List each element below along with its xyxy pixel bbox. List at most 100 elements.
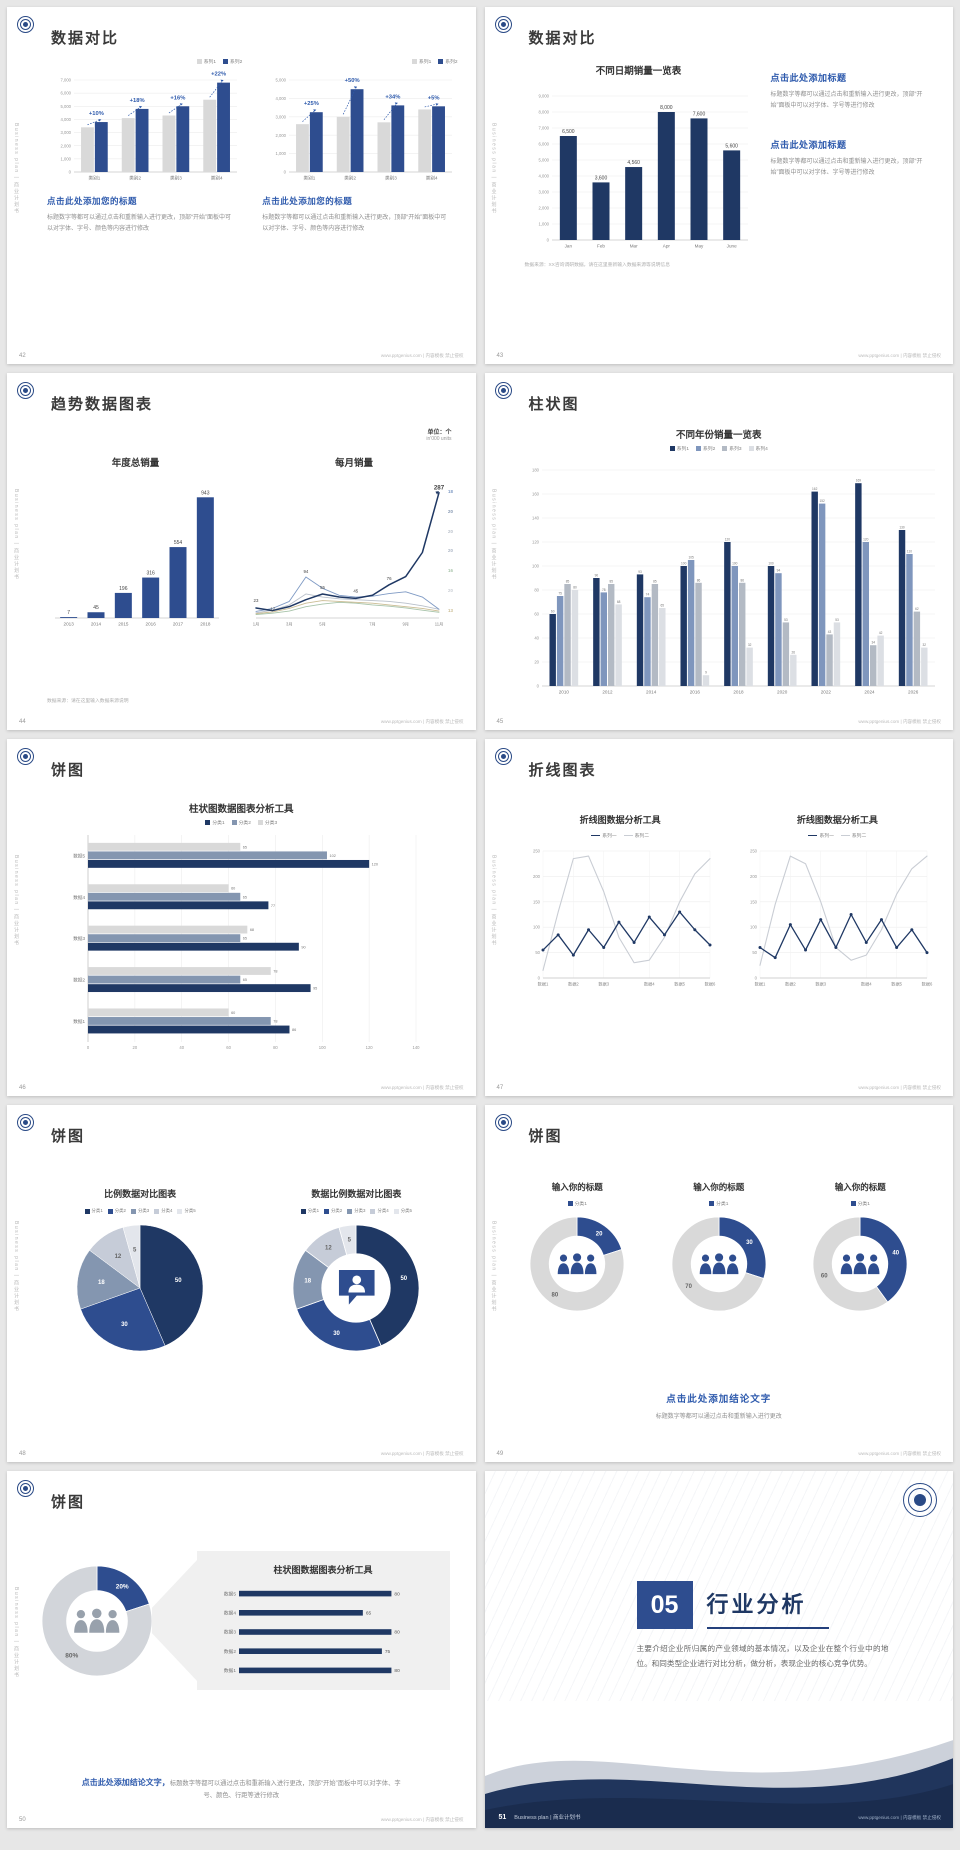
svg-text:+18%: +18% xyxy=(130,98,145,104)
sidebar-vertical-text: Business plan | 商业计划书 xyxy=(490,123,497,215)
svg-text:数据4: 数据4 xyxy=(73,894,85,901)
legend-item: 分类4 xyxy=(370,1208,389,1214)
legend-item: 分类1 xyxy=(850,1200,870,1207)
svg-text:150: 150 xyxy=(750,899,758,904)
svg-text:32: 32 xyxy=(747,643,751,647)
slide-46: Business plan | 商业计划书 饼图 柱状图数据图表分析工具 分类1… xyxy=(7,739,476,1096)
legend-item: 系列1 xyxy=(196,58,216,65)
svg-text:数据1: 数据1 xyxy=(537,981,548,988)
svg-text:Mar: Mar xyxy=(629,244,637,249)
svg-text:65: 65 xyxy=(243,937,247,941)
legend-item: 系列2 xyxy=(695,445,715,452)
section-content: 05 行业分析 主要介绍企业所归属的产业领域的基本情况，以及企业在整个行业中的地… xyxy=(636,1581,889,1672)
conclusion-body: 标题数字等都可以通过点击和重新输入进行更改，顶部“开始”面板中可以对字体、字号、… xyxy=(169,1779,401,1800)
svg-text:70: 70 xyxy=(685,1284,692,1290)
legend-item: 分类3 xyxy=(347,1208,365,1214)
svg-text:18: 18 xyxy=(305,1279,312,1285)
svg-text:4,000: 4,000 xyxy=(61,117,72,122)
slide-footer: 44 www.pptgenius.com | 内容模板 禁止侵权 xyxy=(19,719,464,725)
svg-text:80: 80 xyxy=(534,588,539,593)
line-chart-block: 折线图数据分析工具 系列一 系列二 0 50 100 150 200 250 数据1 数据2 数据… xyxy=(523,813,718,989)
slide-footer: 48 www.pptgenius.com | 内容模板 禁止侵权 xyxy=(19,1451,464,1457)
svg-text:数据1: 数据1 xyxy=(73,1018,85,1025)
unit-note: 单位：个 in'000 units xyxy=(426,427,451,442)
svg-text:5,000: 5,000 xyxy=(538,158,549,163)
pie-block: 比例数据对比图表 分类1 分类2 分类3 分类4 分类5 50 30 18 12 5 xyxy=(41,1187,239,1352)
watermark-text: www.pptgenius.com | 内容模板 禁止侵权 xyxy=(858,1451,941,1456)
svg-text:数据5: 数据5 xyxy=(891,981,902,988)
svg-text:May: May xyxy=(694,244,703,249)
svg-text:65: 65 xyxy=(365,1611,371,1617)
svg-text:100: 100 xyxy=(533,925,541,930)
slide-title: 饼图 xyxy=(528,1128,563,1145)
legend-item: 分类5 xyxy=(177,1208,196,1214)
svg-text:1,000: 1,000 xyxy=(61,156,72,161)
svg-text:68: 68 xyxy=(616,600,620,604)
svg-text:数据1: 数据1 xyxy=(754,981,765,988)
svg-text:40: 40 xyxy=(893,1250,900,1256)
content-row: 20% 80% 柱状图数据图表分析工具 数据5 80 数据4 65 数据3 80 数据2 75 数… xyxy=(41,1551,450,1690)
sidebar-vertical-text: Business plan | 商业计划书 xyxy=(490,1221,497,1313)
svg-text:93: 93 xyxy=(638,570,642,574)
svg-text:2,000: 2,000 xyxy=(276,133,287,138)
end-label: 16 xyxy=(448,568,453,574)
pie-wrap: 50 30 18 12 5 xyxy=(76,1224,204,1352)
svg-text:152: 152 xyxy=(819,499,825,503)
watermark-text: www.pptgenius.com | 内容模板 禁止侵权 xyxy=(858,353,941,358)
text-column: 点击此处添加标题 标题数字等都可以通过点击和重新输入进行更改，顶部“开始”面板中… xyxy=(771,63,933,268)
conclusion-heading: 点击此处添加结论文字， xyxy=(81,1777,170,1787)
donut-chart: 20 80 xyxy=(529,1216,625,1312)
svg-text:0: 0 xyxy=(537,976,540,981)
svg-text:100: 100 xyxy=(681,562,687,566)
svg-text:+25%: +25% xyxy=(304,101,319,107)
svg-text:68: 68 xyxy=(250,928,254,932)
svg-text:60: 60 xyxy=(821,1274,828,1280)
donut-block: 输入你的标题 分类1 40 60 xyxy=(798,1181,924,1312)
unit-label: 单位：个 xyxy=(427,430,452,436)
slide-title: 柱状图 xyxy=(528,396,580,413)
chart-legend: 系列一 系列二 xyxy=(740,832,935,839)
chart-legend: 分类1 xyxy=(515,1200,641,1207)
chart-legend: 分类1 xyxy=(798,1200,924,1207)
slide-title: 数据对比 xyxy=(528,30,597,47)
svg-text:250: 250 xyxy=(750,849,758,854)
legend-item: 分类1 xyxy=(205,819,225,826)
svg-text:0: 0 xyxy=(87,1045,90,1050)
svg-text:554: 554 xyxy=(174,540,183,546)
chart-title: 数据比例数据对比图表 xyxy=(311,1189,402,1199)
watermark-text: www.pptgenius.com | 内容模板 禁止侵权 xyxy=(380,719,464,724)
svg-text:数据4: 数据4 xyxy=(223,1610,236,1617)
svg-text:100: 100 xyxy=(532,564,540,569)
slide-title: 数据对比 xyxy=(51,30,120,47)
svg-text:150: 150 xyxy=(533,899,541,904)
connector-shape xyxy=(152,1559,198,1682)
svg-text:June: June xyxy=(726,244,736,249)
slide-footer: 43 www.pptgenius.com | 内容模板 禁止侵权 xyxy=(497,353,942,359)
chart-title: 柱状图数据图表分析工具 xyxy=(273,1565,373,1575)
chart-legend: 系列一 系列二 xyxy=(523,832,718,839)
legend-item: 分类1 xyxy=(84,1208,103,1214)
svg-text:数据4: 数据4 xyxy=(861,981,872,988)
block-heading: 点击此处添加您的标题 xyxy=(47,196,138,206)
svg-text:169: 169 xyxy=(855,479,861,483)
chart-title: 比例数据对比图表 xyxy=(104,1189,177,1199)
svg-text:75: 75 xyxy=(558,592,562,596)
svg-text:2018: 2018 xyxy=(733,690,744,695)
sidebar-vertical-text: Business plan | 商业计划书 xyxy=(13,123,19,215)
end-label: 20 xyxy=(448,528,453,534)
svg-text:4,560: 4,560 xyxy=(627,160,640,166)
svg-text:65: 65 xyxy=(243,978,247,982)
legend-item: 系列二 xyxy=(840,832,866,839)
chart-block-left: 系列1 系列2 0 1,000 2,000 3,000 4,000 5,000 6,000 7,… xyxy=(47,57,242,235)
svg-text:7,600: 7,600 xyxy=(692,111,705,117)
donut-block: 输入你的标题 分类1 30 70 xyxy=(656,1181,782,1312)
svg-text:类别3: 类别3 xyxy=(170,175,182,182)
svg-text:60: 60 xyxy=(550,610,554,614)
svg-text:数据2: 数据2 xyxy=(568,981,579,988)
svg-text:78: 78 xyxy=(602,588,606,592)
svg-text:86: 86 xyxy=(292,1028,296,1032)
svg-text:+10%: +10% xyxy=(89,111,104,117)
donut-block: 数据比例数据对比图表 分类1 分类2 分类3 分类4 分类5 50 30 18 12 5 xyxy=(257,1187,455,1352)
svg-text:80%: 80% xyxy=(65,1652,78,1659)
